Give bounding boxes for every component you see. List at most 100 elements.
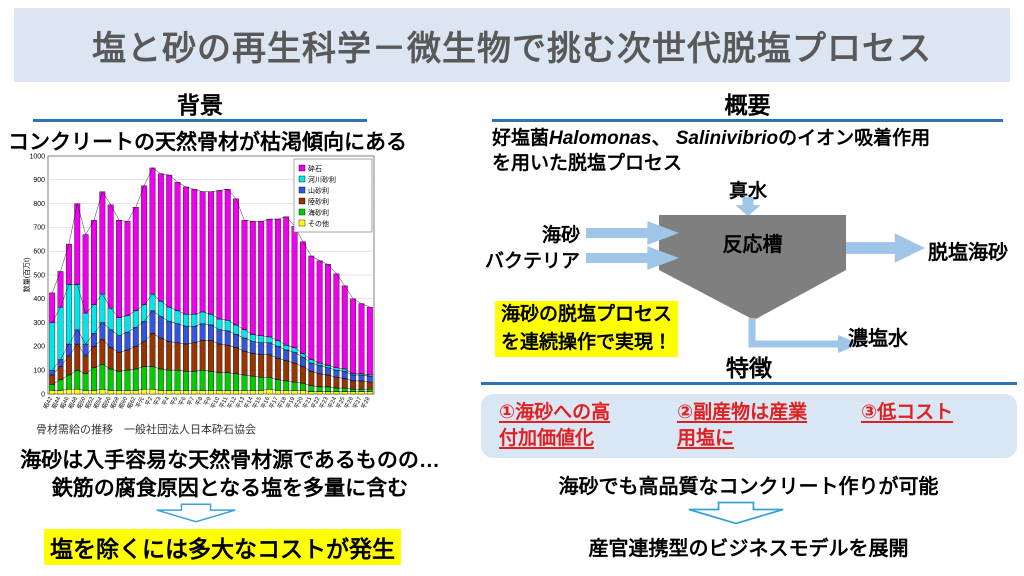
bar-segment bbox=[241, 220, 248, 330]
chart-source-caption: 骨材需給の推移 一般社団法人日本砕石協会 bbox=[36, 424, 256, 436]
bar-segment bbox=[224, 320, 231, 332]
label-desalinated-seasand: 脱塩海砂 bbox=[928, 242, 1008, 264]
x-tick-label: 昭56 bbox=[101, 396, 113, 410]
bar-segment bbox=[316, 373, 323, 388]
bar-segment bbox=[216, 318, 223, 330]
x-tick-label: 平9 bbox=[203, 396, 213, 407]
bar-segment bbox=[182, 371, 189, 391]
bar-segment bbox=[274, 218, 281, 341]
bar-segment bbox=[157, 390, 164, 395]
bar-segment bbox=[358, 380, 365, 390]
y-tick-label: 300 bbox=[33, 320, 45, 327]
bar-segment bbox=[141, 366, 148, 390]
y-axis-title: 数量(百万t) bbox=[22, 258, 31, 293]
bar-segment bbox=[65, 284, 72, 345]
bar-segment bbox=[266, 377, 273, 390]
bar-segment bbox=[358, 391, 365, 395]
bar-segment bbox=[124, 349, 131, 371]
x-tick-label: 昭54 bbox=[93, 395, 105, 410]
bar-segment bbox=[149, 167, 156, 295]
x-tick-label: 昭42 bbox=[42, 396, 54, 410]
bar-segment bbox=[99, 339, 106, 365]
bar-segment bbox=[132, 206, 139, 311]
bar-segment bbox=[358, 303, 365, 374]
bar-segment bbox=[82, 343, 89, 357]
y-tick-label: 0 bbox=[41, 391, 45, 398]
bar-segment bbox=[132, 310, 139, 328]
bar-segment bbox=[166, 370, 173, 391]
bar-segment bbox=[249, 221, 256, 335]
bar-segment bbox=[333, 387, 340, 392]
bar-segment bbox=[65, 389, 72, 395]
cost-highlight: 塩を除くには多大なコストが発生 bbox=[44, 529, 401, 565]
stack-boundary-line bbox=[52, 310, 370, 377]
bar-segment bbox=[82, 373, 89, 391]
title-bar: 塩と砂の再生科学－微生物で挑む次世代脱塩プロセス bbox=[14, 8, 1010, 82]
bar-segment bbox=[199, 390, 206, 395]
bar-segment bbox=[157, 337, 164, 370]
x-tick-label: 平19 bbox=[285, 396, 297, 410]
bar-segment bbox=[99, 389, 106, 395]
bar-segment bbox=[224, 390, 231, 395]
bar-segment bbox=[57, 390, 64, 395]
x-tick-label: 平21 bbox=[302, 396, 314, 410]
bar-segment bbox=[216, 190, 223, 320]
bar-segment bbox=[49, 370, 56, 376]
x-tick-label: 平5 bbox=[169, 396, 179, 407]
bar-segment bbox=[174, 390, 181, 395]
bar-segment bbox=[216, 372, 223, 391]
y-tick-label: 1000 bbox=[29, 153, 45, 160]
bar-segment bbox=[132, 390, 139, 395]
x-tick-label: 平17 bbox=[268, 396, 280, 410]
legend-swatch bbox=[298, 219, 306, 227]
bar-segment bbox=[300, 390, 306, 395]
overview-description: 好塩菌Halomonas、 Salinivibrioのイオン吸着作用 を用いた脱… bbox=[492, 126, 1016, 176]
bar-segment bbox=[174, 342, 181, 371]
output-arrow-icon bbox=[846, 233, 926, 263]
bar-segment bbox=[191, 342, 198, 372]
legend-swatch bbox=[298, 175, 306, 183]
bar-segment bbox=[233, 334, 240, 348]
feature-item-3: ③低コスト bbox=[861, 402, 954, 423]
bar-segment bbox=[157, 173, 164, 302]
legend-label: その他 bbox=[308, 219, 329, 228]
process-highlight-line2: を連続操作で実現！ bbox=[495, 329, 679, 357]
seasand-note-line2: 鉄筋の腐食原因となる塩を多量に含む bbox=[51, 477, 409, 500]
bar-segment bbox=[49, 292, 56, 323]
x-tick-label: 平6 bbox=[178, 396, 188, 407]
freshwater-arrow-icon bbox=[735, 197, 761, 217]
bar-segment bbox=[241, 374, 248, 391]
bar-segment bbox=[91, 304, 97, 334]
down-arrow-icon bbox=[688, 501, 784, 525]
x-tick-label: 平3 bbox=[152, 396, 162, 407]
stack-boundary-line bbox=[52, 333, 370, 383]
bar-segment bbox=[149, 333, 156, 367]
y-tick-label: 200 bbox=[33, 344, 45, 351]
x-tick-label: 昭44 bbox=[51, 395, 63, 410]
bar-segment bbox=[308, 359, 315, 364]
bar-segment bbox=[124, 331, 131, 351]
bar-segment bbox=[82, 355, 89, 374]
bar-segment bbox=[283, 216, 290, 346]
bar-segment bbox=[124, 370, 131, 391]
bar-segment bbox=[74, 203, 81, 285]
bar-segment bbox=[216, 343, 223, 373]
x-tick-label: 昭50 bbox=[76, 396, 88, 410]
stacked-bar-chart: 01002003004005006007008009001000昭42昭44昭4… bbox=[22, 153, 375, 410]
desc-halomonas: Halomonas bbox=[549, 128, 652, 149]
feature-item-1: ①海砂への高付加価値化 bbox=[499, 402, 611, 449]
desc-line2: を用いた脱塩プロセス bbox=[492, 153, 683, 174]
bar-segment bbox=[116, 335, 122, 353]
bar-segment bbox=[249, 334, 256, 342]
bar-segment bbox=[233, 347, 240, 374]
y-tick-label: 700 bbox=[33, 225, 45, 232]
bar-segment bbox=[141, 185, 148, 305]
y-tick-label: 800 bbox=[33, 201, 45, 208]
bar-segment bbox=[91, 346, 97, 368]
bar-segment bbox=[74, 343, 81, 371]
bar-segment bbox=[208, 371, 214, 391]
bar-segment bbox=[99, 364, 106, 390]
bar-segment bbox=[191, 390, 198, 395]
bar-segment bbox=[49, 374, 56, 385]
bar-segment bbox=[316, 365, 323, 374]
